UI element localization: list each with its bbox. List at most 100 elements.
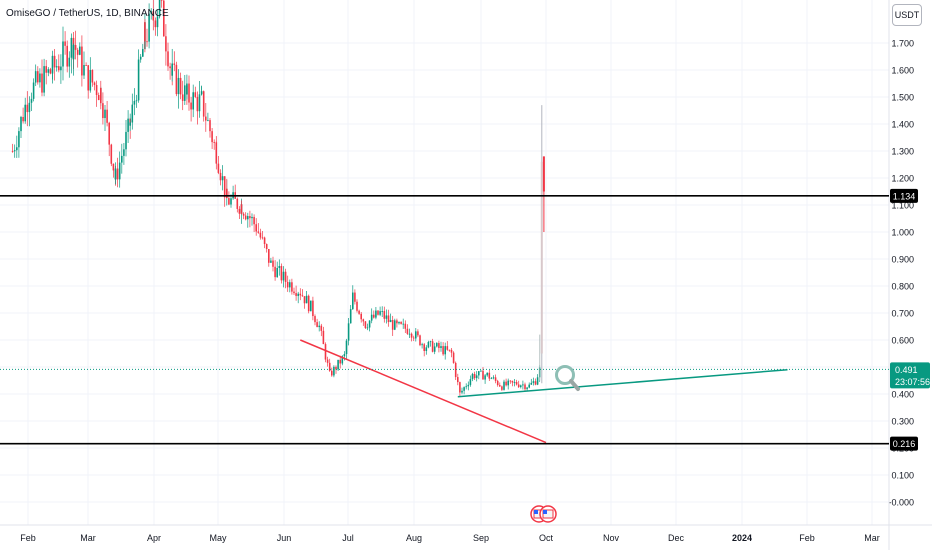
- x-tick-label: Oct: [539, 533, 554, 543]
- candle-body: [522, 384, 524, 386]
- candle-body: [438, 343, 440, 348]
- candle-body: [200, 91, 203, 93]
- candle-body: [402, 323, 404, 325]
- candle-body: [97, 95, 100, 101]
- candle-body: [387, 315, 390, 323]
- candle-body: [39, 73, 41, 83]
- x-tick-label: Jun: [277, 533, 292, 543]
- candle-body: [291, 282, 293, 292]
- candle-body: [240, 204, 243, 214]
- candle-body: [150, 11, 152, 14]
- y-tick-label: 0.600: [891, 336, 914, 346]
- currency-button[interactable]: USDT: [892, 4, 922, 26]
- candle-body: [274, 266, 276, 278]
- candle-body: [226, 188, 228, 199]
- candle-body: [95, 85, 98, 96]
- candle-body: [303, 296, 306, 304]
- candle-body: [135, 100, 138, 102]
- green-trend-line[interactable]: [457, 368, 788, 398]
- candle-body: [381, 311, 383, 312]
- candle-body: [446, 346, 449, 350]
- candle-body: [289, 282, 291, 288]
- candle-body: [171, 63, 173, 76]
- candle-body: [362, 319, 365, 322]
- candle-body: [310, 300, 312, 312]
- flag-canton-icon: [534, 510, 538, 514]
- y-tick-label: 0.100: [891, 471, 914, 481]
- x-tick-label: May: [209, 533, 227, 543]
- candle-body: [322, 330, 325, 345]
- candle-body: [436, 343, 438, 347]
- candle-body: [58, 66, 60, 71]
- x-tick-label: Mar: [80, 533, 96, 543]
- candle-body: [211, 131, 213, 143]
- candle-body: [480, 370, 482, 372]
- candle-body: [68, 57, 71, 67]
- candle-body: [230, 198, 232, 205]
- candle-body: [76, 49, 79, 55]
- candle-body: [515, 382, 518, 385]
- candle-body: [121, 155, 123, 163]
- candle-body: [265, 244, 268, 250]
- candle-body: [278, 265, 281, 269]
- candle-body: [160, 0, 163, 1]
- candle-body: [62, 41, 64, 67]
- y-tick-label: 0.300: [891, 417, 914, 427]
- candle-body: [236, 198, 239, 209]
- current-price-box: [890, 362, 930, 389]
- candle-body: [284, 271, 287, 282]
- x-tick-label: Jul: [342, 533, 354, 543]
- candle-body: [301, 295, 304, 297]
- candle-body: [375, 310, 377, 318]
- candle-body: [106, 109, 108, 123]
- candle-body: [448, 349, 451, 351]
- candle-body: [116, 168, 119, 180]
- candle-body: [505, 381, 507, 386]
- y-tick-label: 1.400: [891, 120, 914, 130]
- candle-body: [421, 344, 423, 346]
- candle-body: [394, 320, 396, 330]
- candle-body: [295, 293, 297, 296]
- candle-body: [358, 310, 360, 314]
- candle-body: [83, 65, 85, 76]
- y-tick-label: 0.900: [891, 255, 914, 265]
- candle-body: [37, 71, 39, 83]
- red-trend-line[interactable]: [300, 339, 547, 444]
- candle-body: [333, 366, 335, 376]
- magnifier-icon[interactable]: [555, 365, 575, 385]
- candle-body: [28, 102, 31, 113]
- candle-body: [169, 66, 171, 69]
- candle-body: [415, 331, 417, 339]
- symbol-title: OmiseGO / TetherUS, 1D, BINANCE: [6, 8, 169, 19]
- candle-body: [328, 362, 331, 371]
- candle-body: [55, 66, 58, 68]
- candle-body: [131, 104, 134, 123]
- candle-body: [297, 293, 299, 296]
- candle-body: [496, 380, 499, 386]
- candle-body: [242, 213, 245, 216]
- candle-body: [532, 381, 535, 383]
- candle-body: [410, 333, 413, 338]
- candle-body: [461, 390, 463, 393]
- candle-body: [501, 386, 503, 390]
- candle-body: [364, 321, 367, 328]
- candle-body: [175, 64, 178, 95]
- candle-body: [154, 20, 157, 28]
- candle-body: [24, 104, 26, 122]
- candle-body: [133, 100, 136, 105]
- candle-body: [320, 325, 323, 331]
- level-label-box: [890, 188, 918, 203]
- candle-body: [343, 354, 346, 357]
- magnifier-handle-icon: [569, 379, 580, 391]
- candle-body: [293, 291, 295, 294]
- candle-body: [433, 346, 436, 352]
- candle-body: [431, 341, 434, 352]
- x-tick-label: 2024: [732, 533, 752, 543]
- candle-body: [444, 346, 446, 355]
- candle-body: [473, 373, 476, 379]
- candle-body: [326, 359, 329, 363]
- candle-body: [104, 109, 106, 119]
